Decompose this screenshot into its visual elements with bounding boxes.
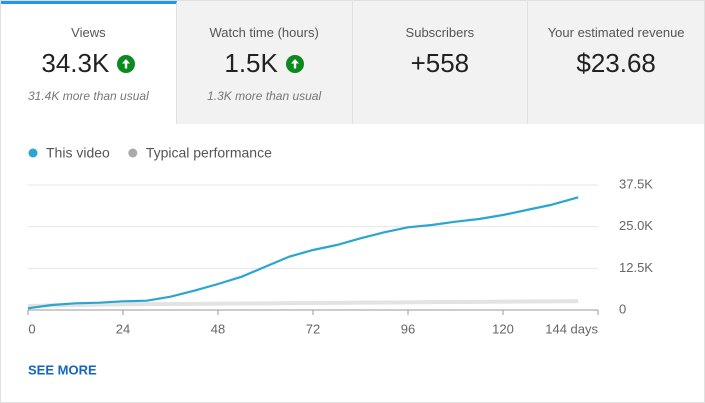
trend-up-icon — [117, 54, 136, 73]
trend-up-icon — [285, 54, 304, 73]
chart: This video Typical performance 0 12.5K 25.0K… — [27, 145, 653, 377]
y-tick-label: 25.0K — [619, 218, 653, 233]
metric-label: Views — [71, 25, 106, 40]
metric-value-row: $23.68 — [528, 48, 704, 79]
metric-tile[interactable]: Watch time (hours) 1.5K 1.3K more than usu… — [176, 1, 353, 124]
metric-value: +558 — [410, 48, 470, 78]
see-more-link[interactable]: SEE MORE — [28, 362, 97, 377]
metric-value-row: 1.5K — [177, 48, 352, 79]
metric-tiles: Views 34.3K 31.4K more than usual Watch tim… — [1, 1, 704, 124]
legend-label: Typical performance — [146, 145, 272, 161]
line-series — [27, 299, 579, 308]
x-tick-label: 144 days — [545, 321, 598, 336]
icon-arrow — [290, 58, 299, 68]
metric-label: Your estimated revenue — [547, 25, 685, 40]
metric-tile[interactable]: Your estimated revenue $23.68 — [528, 1, 704, 124]
metric-tile[interactable]: Views 34.3K 31.4K more than usual — [1, 1, 177, 124]
metric-note: 31.4K more than usual — [28, 89, 149, 103]
x-tick-label: 96 — [401, 321, 415, 336]
metric-value: 1.5K — [224, 48, 278, 78]
metric-value: $23.68 — [576, 48, 656, 78]
legend-marker — [128, 148, 138, 158]
x-tick-label: 72 — [306, 321, 320, 336]
x-tick-label: 48 — [211, 321, 225, 336]
y-tick-label: 37.5K — [619, 176, 653, 191]
legend-marker — [28, 148, 38, 158]
legend-label: This video — [46, 145, 110, 161]
metric-label: Subscribers — [405, 25, 475, 40]
metric-note: 1.3K more than usual — [207, 89, 322, 103]
metric-value-row: +558 — [353, 48, 528, 79]
y-tick-label: 0 — [619, 301, 626, 316]
y-tick-label: 12.5K — [619, 260, 653, 275]
x-tick-label: 120 — [492, 321, 514, 336]
icon-arrow — [122, 58, 131, 68]
x-tick-label: 24 — [116, 321, 130, 336]
metric-value-row: 34.3K — [1, 48, 176, 79]
metric-tile[interactable]: Subscribers +558 — [352, 1, 529, 124]
metric-label: Watch time (hours) — [209, 25, 319, 40]
x-tick-label: 0 — [28, 321, 35, 336]
metric-value: 34.3K — [41, 48, 110, 78]
line-series — [27, 196, 579, 310]
